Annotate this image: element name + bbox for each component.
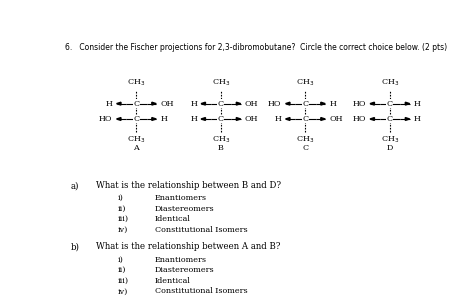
Text: OH: OH [245,115,258,123]
Polygon shape [405,102,410,105]
Text: ii): ii) [118,205,127,213]
Text: i): i) [118,194,124,202]
Polygon shape [152,102,156,105]
Text: C: C [302,115,309,123]
Text: CH$_3$: CH$_3$ [127,78,146,88]
Text: i): i) [118,255,124,263]
Text: H: H [160,115,167,123]
Text: C: C [133,115,139,123]
Text: a): a) [70,181,79,190]
Text: C: C [218,115,224,123]
Polygon shape [237,102,241,105]
Text: H: H [274,115,282,123]
Text: OH: OH [160,99,174,108]
Text: H: H [414,99,420,108]
Polygon shape [321,118,325,120]
Text: D: D [387,144,393,152]
Text: Constitutional Isomers: Constitutional Isomers [155,287,247,295]
Polygon shape [117,102,121,105]
Polygon shape [201,118,205,120]
Text: Constitutional Isomers: Constitutional Isomers [155,226,247,234]
Text: CH$_3$: CH$_3$ [127,134,146,145]
Text: C: C [133,99,139,108]
Text: Enantiomers: Enantiomers [155,255,207,263]
Text: CH$_3$: CH$_3$ [212,78,230,88]
Polygon shape [152,118,156,120]
Polygon shape [370,102,374,105]
Text: HO: HO [353,99,366,108]
Text: HO: HO [268,99,282,108]
Text: iii): iii) [118,215,129,223]
Text: OH: OH [329,115,343,123]
Text: 6.   Consider the Fischer projections for 2,3-dibromobutane?  Circle the correct: 6. Consider the Fischer projections for … [65,43,447,52]
Text: OH: OH [245,99,258,108]
Text: A: A [134,144,139,152]
Text: H: H [190,99,197,108]
Text: HO: HO [99,115,112,123]
Polygon shape [285,102,290,105]
Polygon shape [405,118,410,120]
Text: Diastereomers: Diastereomers [155,266,214,274]
Text: H: H [414,115,420,123]
Text: HO: HO [353,115,366,123]
Text: iii): iii) [118,277,129,285]
Text: C: C [387,99,393,108]
Text: H: H [190,115,197,123]
Text: H: H [329,99,336,108]
Polygon shape [321,102,325,105]
Text: CH$_3$: CH$_3$ [296,134,315,145]
Text: CH$_3$: CH$_3$ [296,78,315,88]
Text: What is the relationship between B and D?: What is the relationship between B and D… [96,181,281,190]
Text: Diastereomers: Diastereomers [155,205,214,213]
Polygon shape [201,102,205,105]
Text: CH$_3$: CH$_3$ [381,78,399,88]
Text: What is the relationship between A and B?: What is the relationship between A and B… [96,243,281,251]
Polygon shape [237,118,241,120]
Text: b): b) [70,243,79,251]
Text: H: H [106,99,112,108]
Text: CH$_3$: CH$_3$ [212,134,230,145]
Text: C: C [302,144,309,152]
Text: C: C [387,115,393,123]
Text: Enantiomers: Enantiomers [155,194,207,202]
Text: Identical: Identical [155,277,191,285]
Polygon shape [285,118,290,120]
Text: C: C [218,99,224,108]
Text: iv): iv) [118,226,128,234]
Polygon shape [117,118,121,120]
Text: C: C [302,99,309,108]
Text: ii): ii) [118,266,127,274]
Text: B: B [218,144,224,152]
Polygon shape [370,118,374,120]
Text: Identical: Identical [155,215,191,223]
Text: CH$_3$: CH$_3$ [381,134,399,145]
Text: iv): iv) [118,287,128,295]
